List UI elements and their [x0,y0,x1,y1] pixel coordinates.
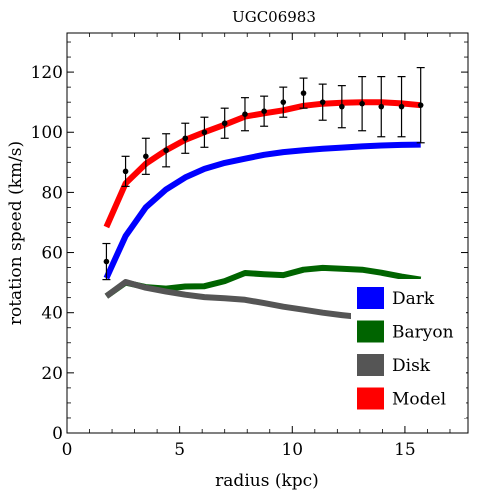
data-point [103,258,110,265]
legend-label-baryon: Baryon [392,323,454,343]
x-tick-label: 15 [394,440,416,460]
y-tick-label: 100 [31,123,63,143]
x-axis-label: radius (kpc) [215,471,319,491]
data-point [242,111,248,118]
observed-data-layer [102,66,425,281]
y-tick-label: 80 [41,183,63,203]
legend-swatch-baryon [357,320,384,343]
y-tick-label: 40 [41,304,63,324]
series-line-dark [103,141,421,280]
data-point [261,108,267,114]
legend-label-dark: Dark [392,289,435,309]
data-point [398,103,405,110]
data-point [319,99,326,105]
data-point [378,103,385,110]
legend: Dark Baryon Disk Model [351,279,466,418]
data-point [143,153,149,160]
legend-swatch-model [357,387,384,410]
axis-ticks: 0 5 10 15 0 20 40 60 80 100 120 [31,33,468,460]
legend-swatch-dark [357,287,384,309]
data-point [300,90,307,96]
y-tick-label: 20 [41,364,63,384]
legend-label-model: Model [392,390,446,410]
data-point [359,100,365,107]
x-tick-label: 10 [281,440,303,460]
x-tick-label: 5 [174,440,185,460]
x-tick-label: 0 [62,440,73,460]
data-point [339,103,345,110]
data-point [417,102,424,108]
data-point [280,99,287,105]
y-tick-label: 0 [52,424,63,444]
plot-frame [66,32,469,434]
data-point [201,129,208,136]
chart-title: UGC06983 [232,8,316,26]
y-axis-label: rotation speed (km/s) [6,141,26,325]
data-point [122,168,129,175]
legend-label-disk: Disk [392,356,431,376]
data-point [182,135,189,142]
data-point [221,120,228,127]
y-tick-label: 120 [31,63,63,83]
data-point [163,147,169,154]
y-tick-label: 60 [41,244,63,264]
legend-swatch-disk [357,354,384,376]
